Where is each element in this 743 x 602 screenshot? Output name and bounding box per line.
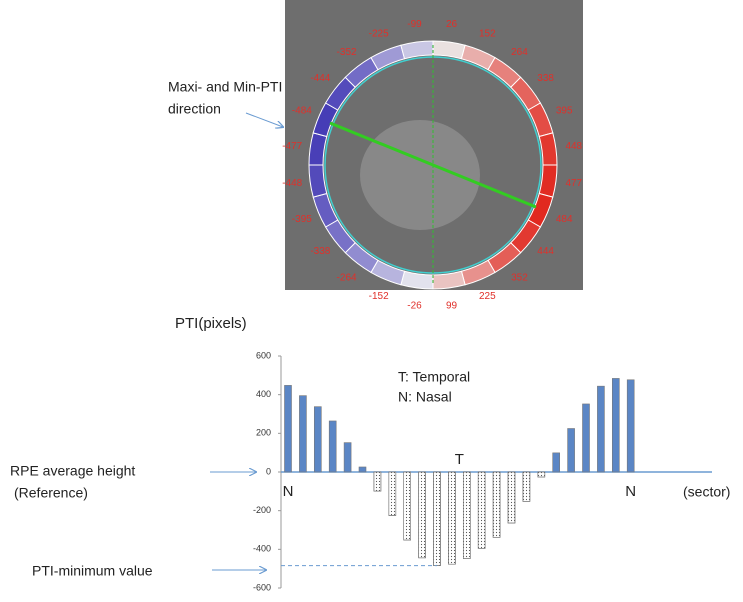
bar-pattern [448, 472, 455, 564]
bar-pattern [538, 472, 545, 477]
annotation: direction [168, 101, 221, 117]
ring-label: -152 [369, 291, 389, 302]
bar [568, 429, 575, 473]
ring-label: 352 [511, 272, 528, 283]
optic-disc [360, 120, 480, 230]
ring-label: -264 [337, 272, 357, 283]
bar [597, 386, 604, 472]
legend-text: T: Temporal [398, 369, 470, 385]
sector-mark: T [455, 451, 464, 468]
ring-label: -448 [282, 178, 302, 189]
bar [344, 443, 351, 472]
legend-text: N: Nasal [398, 389, 452, 405]
bar-pattern [478, 472, 485, 548]
bar [314, 407, 321, 472]
ring-label: 484 [556, 214, 573, 225]
figure: Maxi- and Min-PTI direction PTI(pixels) … [0, 0, 743, 597]
ring-label: -484 [292, 105, 312, 116]
annotation: Maxi- and Min-PTI [168, 79, 282, 95]
bar [285, 385, 292, 472]
ring-label: -99 [407, 19, 422, 30]
y-tick-label: -400 [253, 544, 271, 554]
ring-label: 448 [565, 141, 582, 152]
reference-label: (Reference) [14, 485, 88, 501]
ring-label: -26 [407, 300, 422, 311]
ring-label: 477 [565, 178, 582, 189]
ring-label: -225 [369, 28, 389, 39]
ring-label: -352 [337, 47, 357, 58]
bar [583, 404, 590, 472]
reference-label: RPE average height [10, 463, 135, 479]
ring-label: 99 [446, 300, 458, 311]
y-tick-label: -200 [253, 505, 271, 515]
bar-pattern [434, 472, 441, 566]
sector-mark: N [283, 483, 294, 500]
page: {"image": {"annotation": ["Maxi- and Min… [0, 0, 743, 602]
bar-pattern [404, 472, 411, 540]
ring-label: -395 [292, 214, 312, 225]
y-tick-label: 600 [256, 350, 271, 360]
ring-label: 338 [537, 73, 554, 84]
ring-label: -338 [310, 246, 330, 257]
x-label: (sector) [683, 484, 730, 500]
bar [329, 421, 336, 472]
ring-label: -477 [282, 141, 302, 152]
y-tick-label: 0 [266, 466, 271, 476]
y-label: PTI(pixels) [175, 315, 247, 332]
bar [359, 467, 366, 472]
ring-label: 395 [556, 105, 573, 116]
y-tick-label: 200 [256, 428, 271, 438]
bar [299, 396, 306, 472]
ring-label: 264 [511, 47, 528, 58]
ring-label: 225 [479, 291, 496, 302]
bar-pattern [419, 472, 426, 558]
ring-label: 26 [446, 19, 458, 30]
bar-pattern [389, 472, 396, 516]
ring-label: -444 [310, 73, 330, 84]
bar-pattern [463, 472, 470, 559]
arrow [246, 113, 283, 127]
bar-pattern [508, 472, 515, 523]
bar-pattern [493, 472, 500, 537]
bar [612, 378, 619, 472]
bar-pattern [523, 472, 530, 501]
sector-mark: N [625, 483, 636, 500]
ring-label: 152 [479, 28, 496, 39]
bar [553, 453, 560, 472]
bar [627, 380, 634, 472]
minimum-label: PTI-minimum value [32, 563, 153, 579]
y-tick-label: -600 [253, 582, 271, 592]
y-tick-label: 400 [256, 389, 271, 399]
bar-pattern [374, 472, 381, 491]
ring-label: 444 [537, 246, 554, 257]
